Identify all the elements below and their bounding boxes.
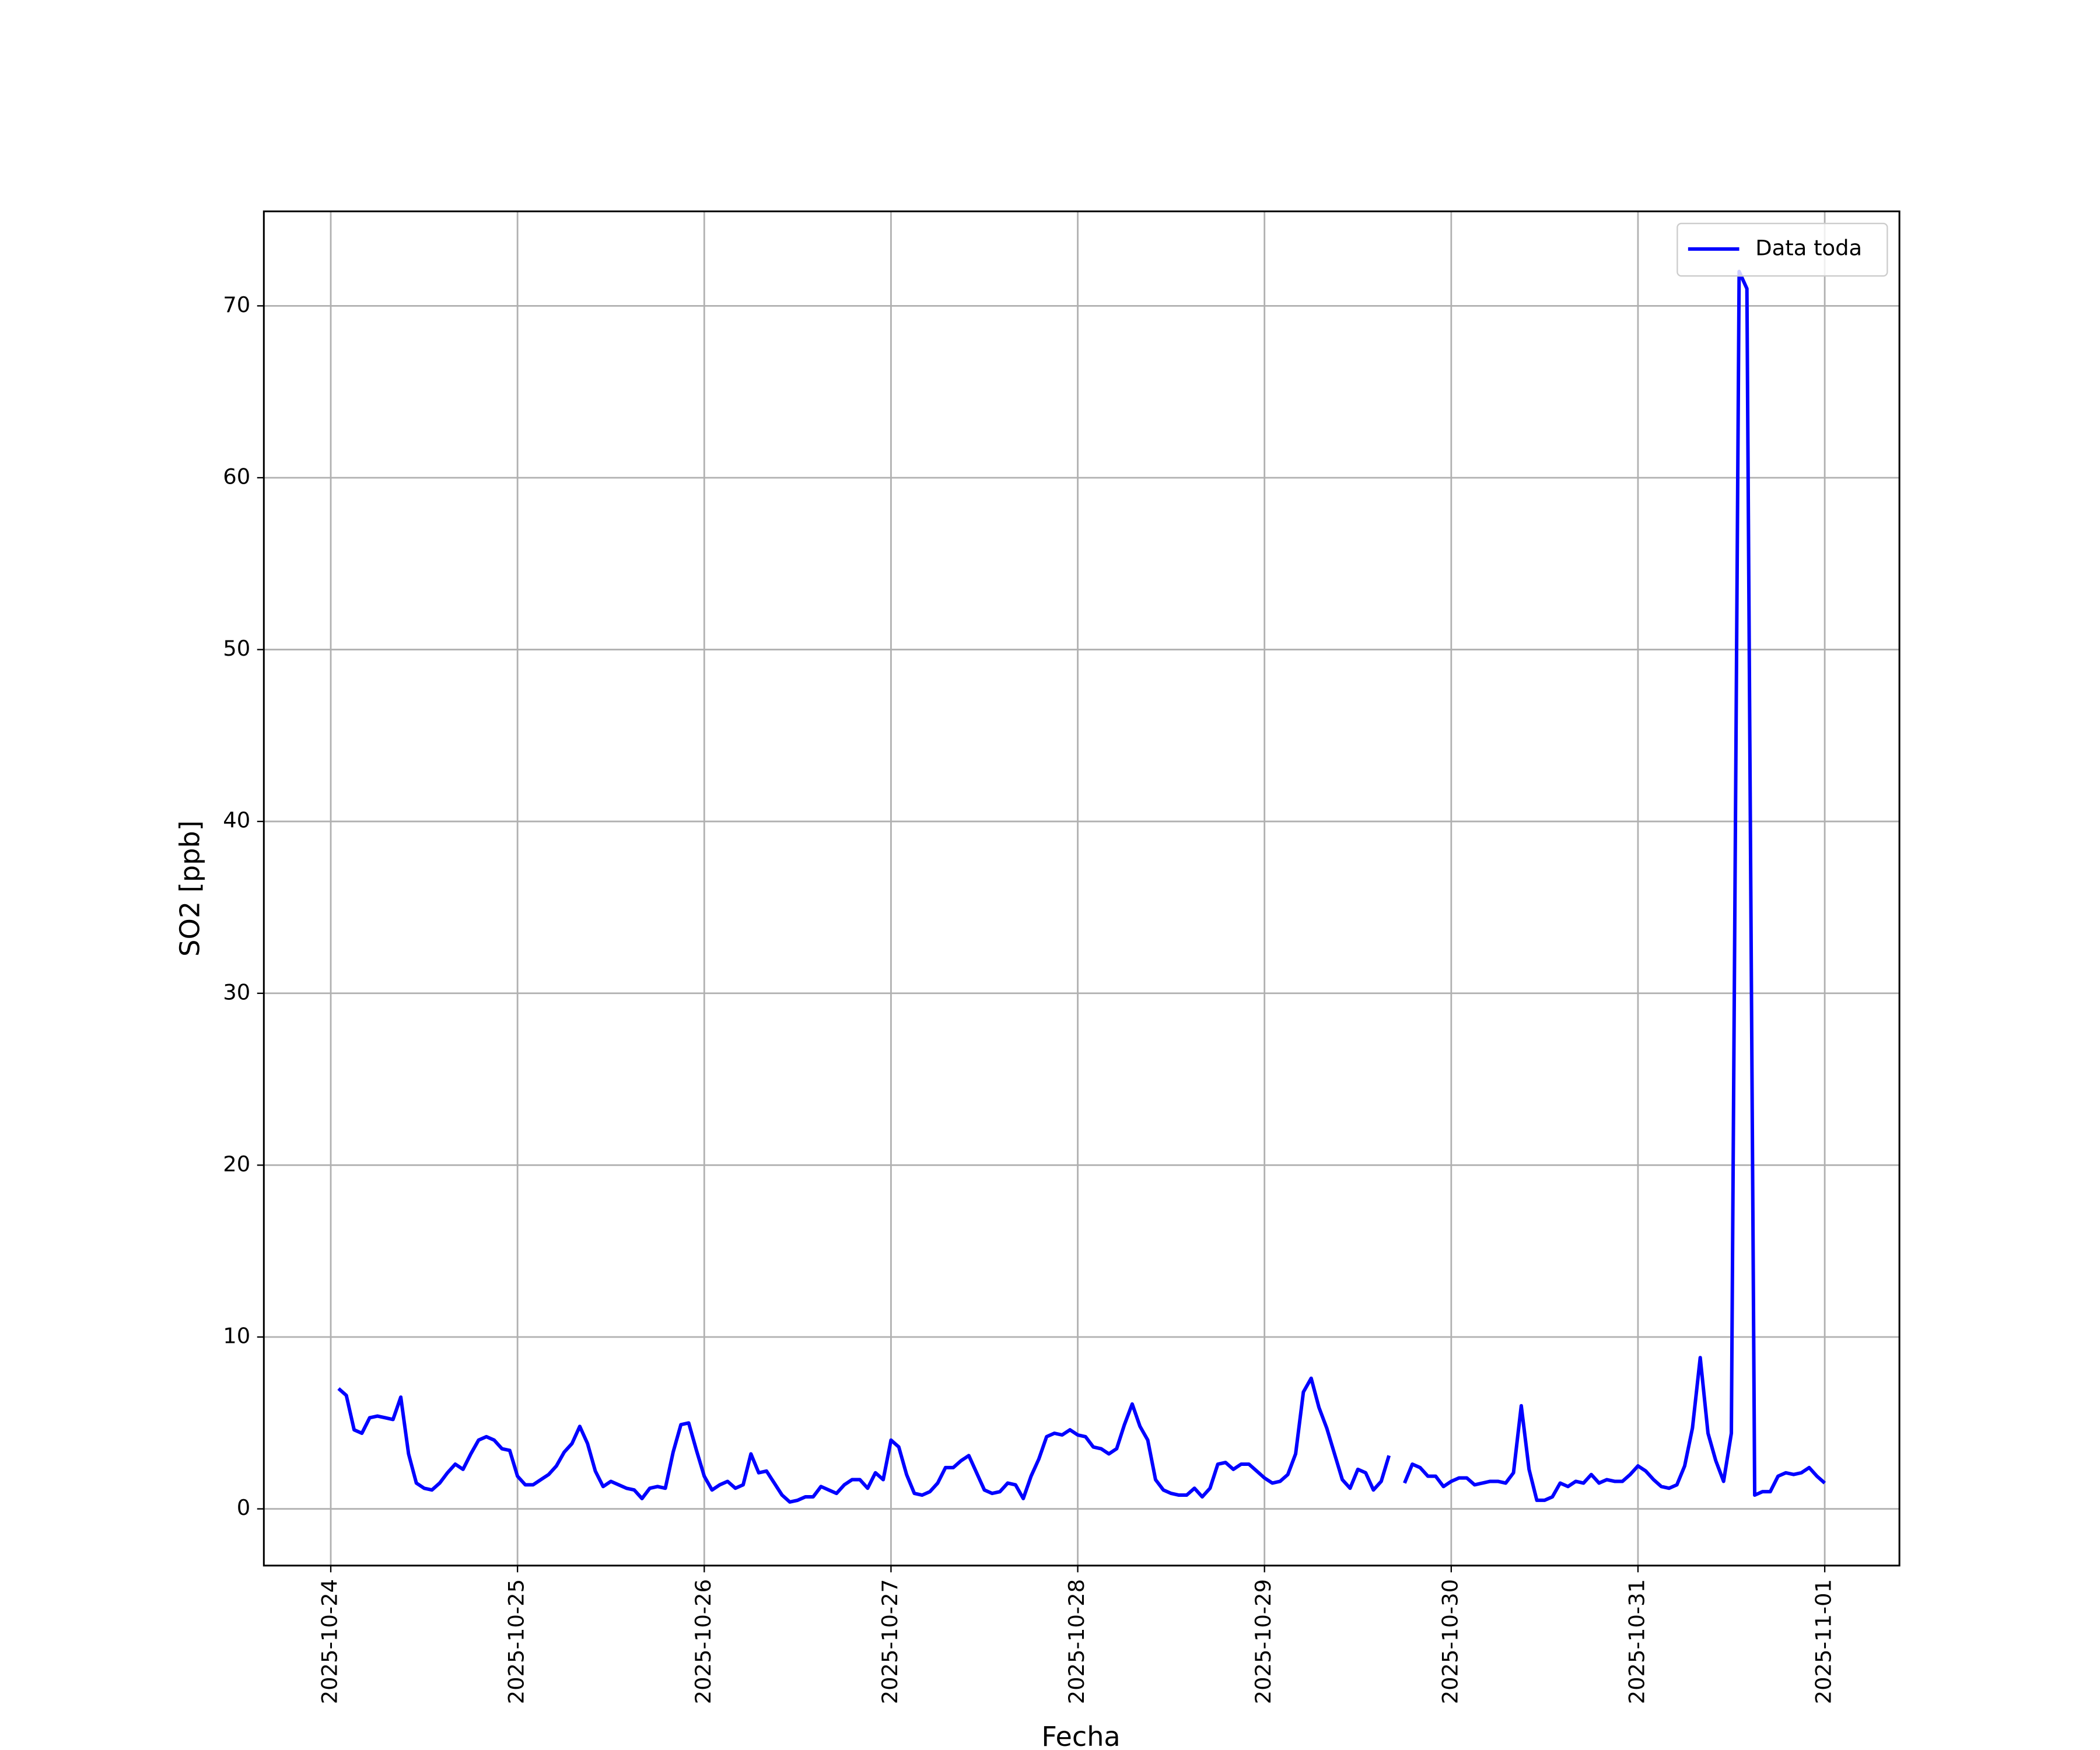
x-tick-label: 2025-10-29 bbox=[1251, 1579, 1276, 1704]
y-tick-label: 20 bbox=[223, 1152, 250, 1177]
x-tick-label: 2025-10-31 bbox=[1624, 1579, 1649, 1704]
x-tick-label: 2025-10-27 bbox=[877, 1579, 902, 1704]
y-tick-label: 60 bbox=[223, 464, 250, 489]
y-tick-label: 10 bbox=[223, 1324, 250, 1349]
x-tick-label: 2025-10-28 bbox=[1064, 1579, 1089, 1704]
y-tick-label: 70 bbox=[223, 292, 250, 317]
x-axis-label: Fecha bbox=[1041, 1721, 1120, 1750]
y-axis-label: SO2 [ppb] bbox=[174, 820, 206, 957]
axes-frame bbox=[262, 210, 1901, 1567]
legend-label: Data toda bbox=[1755, 235, 1862, 260]
x-tick-label: 2025-10-24 bbox=[317, 1579, 342, 1704]
y-tick-label: 0 bbox=[237, 1495, 250, 1520]
x-tick-label: 2025-10-26 bbox=[691, 1579, 716, 1704]
data-line bbox=[337, 270, 1826, 1504]
x-tick-label: 2025-10-30 bbox=[1437, 1579, 1462, 1704]
legend-box bbox=[1676, 222, 1888, 277]
x-tick-label: 2025-11-01 bbox=[1811, 1579, 1836, 1704]
y-tick-label: 30 bbox=[223, 979, 250, 1005]
y-tick-label: 50 bbox=[223, 636, 250, 661]
x-tick-label: 2025-10-25 bbox=[504, 1579, 529, 1704]
plot-area: 2025-10-24 2025-10-25 2025-10-26 2025-10-27… bbox=[223, 210, 1901, 1704]
y-tick-label: 40 bbox=[223, 808, 250, 833]
